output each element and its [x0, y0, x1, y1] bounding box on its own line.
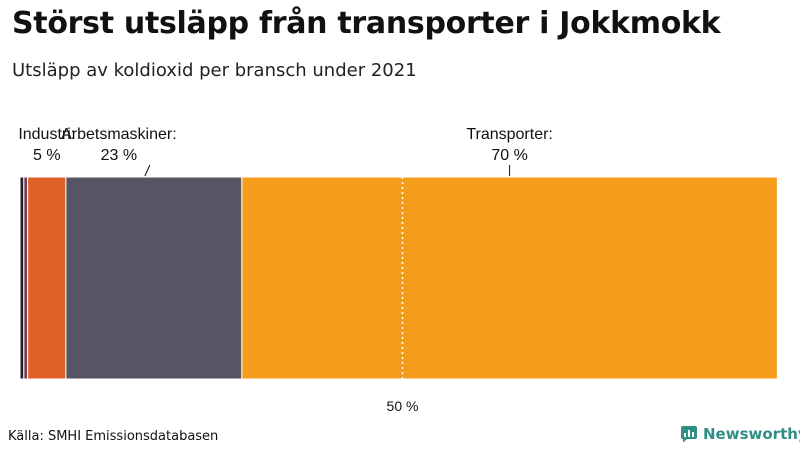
segment-value-label-4: 70 %: [491, 147, 527, 164]
source-note: Källa: SMHI Emissionsdatabasen: [8, 429, 219, 444]
segment-tick-3: [144, 164, 151, 177]
segment-label-4: Transporter:: [466, 126, 553, 143]
segment-value-label-2: 5 %: [33, 147, 61, 164]
brand-name: Newsworthy: [703, 425, 800, 443]
segment-value-label-3: 23 %: [101, 147, 137, 164]
bar-segment-3: [65, 176, 243, 380]
segment-label-2: Industri:: [18, 126, 75, 143]
bar-segment-4: [241, 176, 778, 380]
newsworthy-logo-icon: [681, 426, 697, 443]
chart-subtitle: Utsläpp av koldioxid per bransch under 2…: [12, 60, 417, 81]
chart-title: Störst utsläpp från transporter i Jokkmo…: [12, 6, 721, 41]
bar-segment-1: [23, 176, 29, 380]
newsworthy-logo: Newsworthy: [680, 425, 800, 443]
bar-segment-0: [19, 176, 25, 380]
bar-segment-2: [27, 176, 67, 380]
segment-label-3: Arbetsmaskiner:: [61, 126, 177, 143]
reference-line-label: 50 %: [387, 398, 419, 414]
